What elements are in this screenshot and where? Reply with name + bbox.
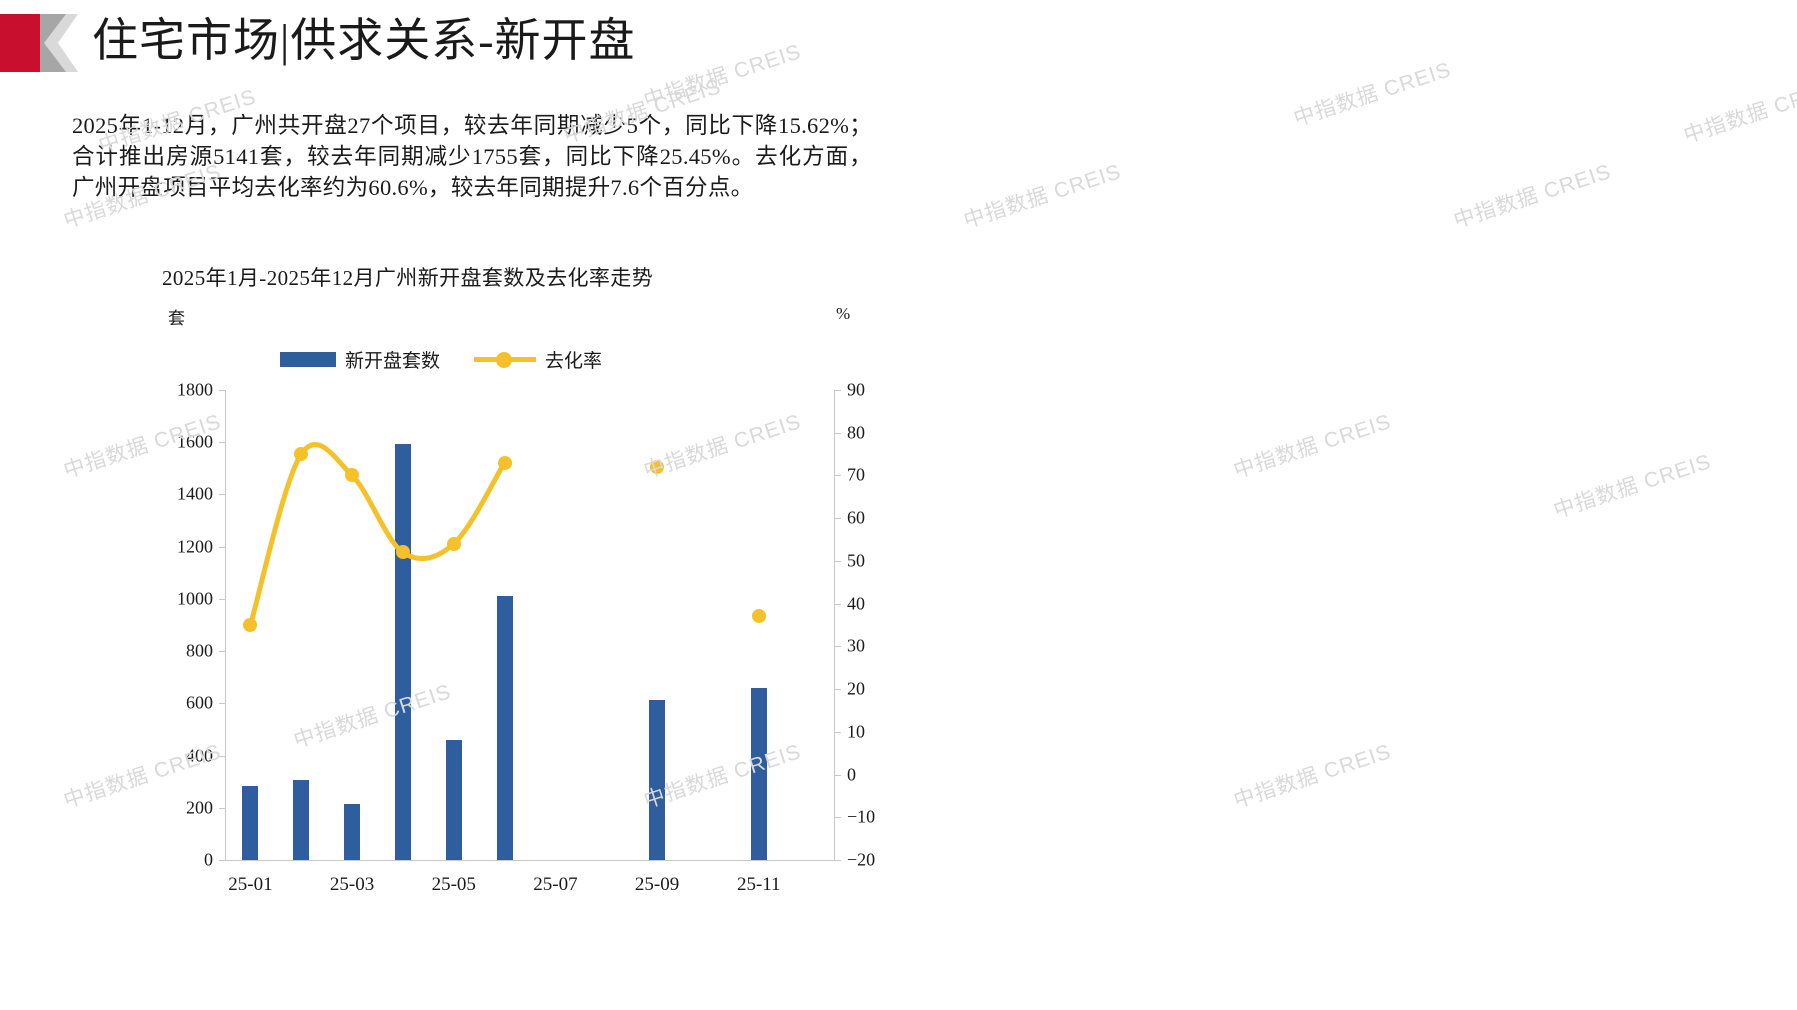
x-axis-tick-label: 25-03 bbox=[329, 874, 375, 895]
right-axis-tick-label: 90 bbox=[847, 379, 865, 400]
left-axis-tick bbox=[219, 546, 225, 548]
left-axis-tick bbox=[219, 598, 225, 600]
right-axis-tick bbox=[835, 432, 841, 434]
right-axis-tick bbox=[835, 860, 841, 861]
chart-bar bbox=[344, 803, 361, 860]
left-axis-tick-label: 1600 bbox=[177, 431, 213, 452]
left-axis-tick-label: 1000 bbox=[177, 588, 213, 609]
line-data-point bbox=[446, 536, 461, 551]
line-path bbox=[247, 442, 508, 628]
chart-legend: 新开盘套数 去化率 bbox=[280, 346, 602, 373]
x-axis-labels: 25-01 25-03 25-05 25-07 25-09 25-11 bbox=[225, 874, 835, 904]
watermark: 中指数据 CREIS bbox=[1680, 75, 1797, 148]
line-data-point bbox=[751, 609, 766, 624]
right-axis-tick bbox=[835, 390, 841, 391]
watermark: 中指数据 CREIS bbox=[1230, 740, 1395, 813]
right-axis-labels: −20 −10 0 10 20 30 40 50 60 70 80 90 bbox=[847, 380, 909, 870]
right-axis-tick bbox=[835, 817, 841, 819]
right-axis-spine bbox=[834, 390, 835, 860]
left-axis-tick-label: 0 bbox=[204, 849, 213, 870]
left-axis-spine bbox=[225, 390, 226, 860]
right-axis-tick-label: −20 bbox=[847, 849, 876, 870]
x-axis-tick-label: 25-05 bbox=[431, 874, 476, 895]
legend-item-line: 去化率 bbox=[474, 346, 602, 373]
x-axis-tick-label: 25-11 bbox=[736, 874, 781, 895]
legend-line-swatch-icon bbox=[474, 351, 537, 368]
watermark: 中指数据 CREIS bbox=[960, 160, 1125, 233]
x-axis-tick-label: 25-01 bbox=[228, 874, 273, 895]
left-axis-tick bbox=[219, 755, 225, 757]
legend-item-bars: 新开盘套数 bbox=[280, 346, 440, 373]
right-axis-tick-label: 0 bbox=[847, 764, 856, 785]
left-axis-tick bbox=[219, 703, 225, 705]
page-title: 住宅市场|供求关系-新开盘 bbox=[92, 15, 636, 66]
plot-inner bbox=[219, 390, 841, 861]
summary-paragraph: 2025年1-12月，广州共开盘27个项目，较去年同期减少5个，同比下降15.6… bbox=[72, 113, 872, 200]
right-axis-tick-label: 30 bbox=[847, 635, 865, 656]
creis-logo-icon bbox=[0, 14, 78, 72]
left-axis-labels: 0 200 400 600 800 1000 1200 1400 1600 1800 bbox=[139, 380, 213, 870]
line-series-svg bbox=[247, 442, 508, 628]
left-axis-tick bbox=[219, 442, 225, 444]
left-axis-tick bbox=[219, 860, 225, 861]
watermark: 中指数据 CREIS bbox=[1230, 410, 1395, 483]
left-axis-tick-label: 600 bbox=[186, 692, 213, 713]
right-axis-tick bbox=[835, 731, 841, 733]
right-axis-tick-label: −10 bbox=[847, 806, 876, 827]
left-axis-tick bbox=[219, 807, 225, 809]
chart-bar bbox=[242, 785, 259, 860]
line-data-point bbox=[243, 618, 258, 632]
x-axis-spine bbox=[225, 860, 835, 861]
legend-bar-swatch-icon bbox=[280, 352, 336, 367]
right-axis-tick-label: 70 bbox=[847, 464, 865, 485]
right-axis-tick bbox=[835, 603, 841, 605]
line-data-point bbox=[395, 545, 410, 560]
chart-title: 2025年1月-2025年12月广州新开盘套数及去化率走势 bbox=[162, 266, 654, 290]
x-axis-tick-label: 25-09 bbox=[634, 874, 680, 895]
chart-bar bbox=[750, 687, 767, 860]
right-axis-tick bbox=[835, 774, 841, 776]
left-axis-tick-label: 1800 bbox=[177, 379, 213, 400]
left-axis-tick bbox=[219, 494, 225, 496]
right-axis-tick bbox=[835, 646, 841, 648]
watermark: 中指数据 CREIS bbox=[1550, 450, 1715, 523]
chart-plot-area: 0 200 400 600 800 1000 1200 1400 1600 1800 −20 −10… bbox=[177, 380, 875, 870]
left-axis-tick-label: 1200 bbox=[177, 536, 213, 557]
left-axis-tick-label: 200 bbox=[186, 797, 213, 818]
line-data-point bbox=[294, 447, 309, 462]
right-axis-unit: % bbox=[836, 304, 851, 323]
legend-label-line: 去化率 bbox=[545, 351, 603, 372]
line-data-point bbox=[650, 459, 665, 474]
chart-bar bbox=[496, 596, 513, 860]
left-axis-unit: 套 bbox=[168, 309, 185, 328]
line-data-point bbox=[497, 455, 512, 470]
chart-bar bbox=[293, 779, 310, 860]
right-axis-tick bbox=[835, 518, 841, 520]
left-axis-tick bbox=[219, 651, 225, 653]
chart-bar bbox=[649, 700, 666, 860]
left-axis-tick-label: 1400 bbox=[177, 483, 213, 504]
left-axis-tick bbox=[219, 390, 225, 391]
page-header: 住宅市场|供求关系-新开盘 bbox=[0, 14, 1797, 76]
right-axis-tick-label: 80 bbox=[847, 422, 865, 443]
chart-bar bbox=[445, 740, 462, 860]
right-axis-tick-label: 20 bbox=[847, 678, 865, 699]
right-axis-tick-label: 60 bbox=[847, 507, 865, 528]
right-axis-tick bbox=[835, 475, 841, 477]
right-axis-tick-label: 40 bbox=[847, 593, 865, 614]
line-data-point bbox=[345, 468, 360, 483]
right-axis-tick bbox=[835, 689, 841, 691]
new-launch-chart: 2025年1月-2025年12月广州新开盘套数及去化率走势 套 % 新开盘套数 … bbox=[120, 262, 900, 962]
legend-label-bars: 新开盘套数 bbox=[345, 351, 441, 372]
right-axis-tick-label: 50 bbox=[847, 550, 865, 571]
watermark: 中指数据 CREIS bbox=[1450, 160, 1615, 233]
right-axis-tick-label: 10 bbox=[847, 721, 865, 742]
left-axis-tick-label: 400 bbox=[186, 745, 213, 766]
x-axis-tick-label: 25-07 bbox=[533, 874, 578, 895]
right-axis-tick bbox=[835, 560, 841, 562]
left-axis-tick-label: 800 bbox=[186, 640, 213, 661]
